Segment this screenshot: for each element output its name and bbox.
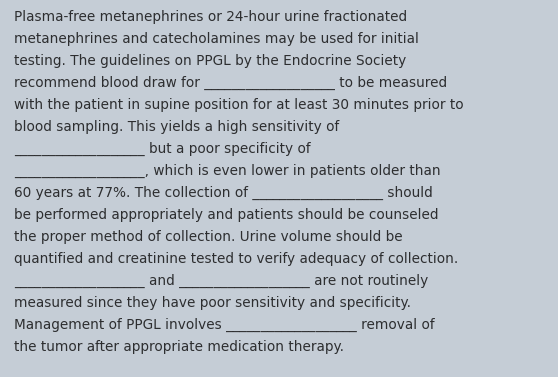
Text: quantified and creatinine tested to verify adequacy of collection.: quantified and creatinine tested to veri… [14, 252, 458, 266]
Text: testing. The guidelines on PPGL by the Endocrine Society: testing. The guidelines on PPGL by the E… [14, 54, 406, 68]
Text: ___________________ but a poor specificity of: ___________________ but a poor specifici… [14, 142, 311, 156]
Text: recommend blood draw for ___________________ to be measured: recommend blood draw for _______________… [14, 76, 447, 90]
Text: be performed appropriately and patients should be counseled: be performed appropriately and patients … [14, 208, 439, 222]
Text: the proper method of collection. Urine volume should be: the proper method of collection. Urine v… [14, 230, 403, 244]
Text: measured since they have poor sensitivity and specificity.: measured since they have poor sensitivit… [14, 296, 411, 310]
Text: ___________________, which is even lower in patients older than: ___________________, which is even lower… [14, 164, 441, 178]
Text: the tumor after appropriate medication therapy.: the tumor after appropriate medication t… [14, 340, 344, 354]
Text: blood sampling. This yields a high sensitivity of: blood sampling. This yields a high sensi… [14, 120, 339, 134]
Text: metanephrines and catecholamines may be used for initial: metanephrines and catecholamines may be … [14, 32, 419, 46]
Text: Management of PPGL involves ___________________ removal of: Management of PPGL involves ____________… [14, 318, 435, 332]
Text: 60 years at 77%. The collection of ___________________ should: 60 years at 77%. The collection of _____… [14, 186, 433, 200]
Text: with the patient in supine position for at least 30 minutes prior to: with the patient in supine position for … [14, 98, 464, 112]
Text: Plasma-free metanephrines or 24-hour urine fractionated: Plasma-free metanephrines or 24-hour uri… [14, 10, 407, 24]
Text: ___________________ and ___________________ are not routinely: ___________________ and ________________… [14, 274, 428, 288]
